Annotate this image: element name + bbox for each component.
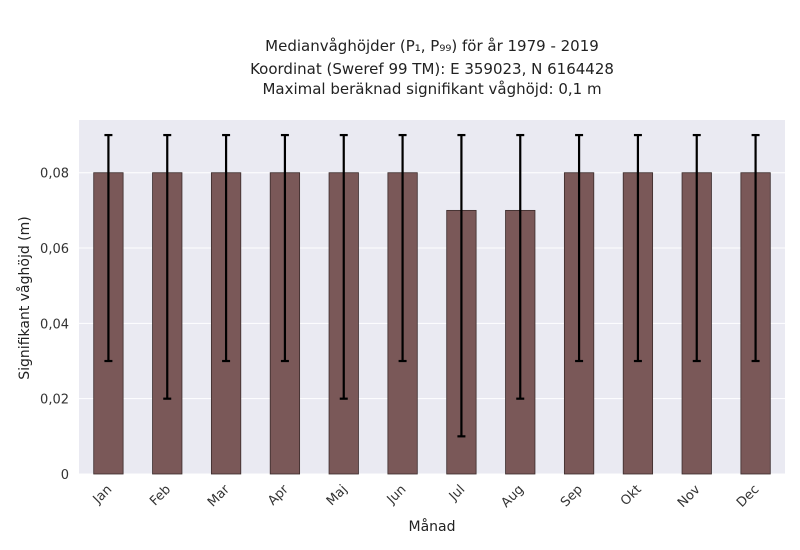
- y-tick-labels: 0 0,02 0,04 0,06 0,08: [40, 167, 69, 483]
- x-tick-label: Aug: [499, 482, 528, 511]
- error-bar: [222, 133, 231, 363]
- error-bar: [280, 133, 289, 363]
- error-bar: [398, 133, 407, 363]
- y-tick-label: 0,06: [40, 242, 69, 257]
- x-tick-label: Apr: [265, 482, 292, 509]
- y-tick-label: 0,02: [40, 393, 69, 408]
- error-bar: [516, 133, 525, 400]
- y-axis-label: Signifikant våghöjd (m): [16, 216, 33, 379]
- error-bar: [339, 133, 348, 400]
- x-tick-label: Dec: [734, 482, 762, 510]
- y-tick-label: 0: [61, 468, 69, 483]
- title-line-2: Koordinat (Sweref 99 TM): E 359023, N 61…: [250, 60, 614, 78]
- x-tick-label: Maj: [324, 482, 351, 509]
- error-bar: [104, 133, 113, 363]
- error-bar: [457, 133, 466, 438]
- error-bar: [751, 133, 760, 363]
- title-line-1: Medianvåghöjder (P₁, P₉₉) för år 1979 - …: [265, 37, 599, 55]
- grid-lines: [79, 172, 785, 475]
- error-bar: [692, 133, 701, 363]
- x-tick-label: Mar: [205, 482, 233, 510]
- x-tick-label: Nov: [675, 482, 704, 511]
- x-tick-label: Feb: [147, 482, 174, 509]
- plot-area: [79, 120, 785, 474]
- x-tick-label: Jun: [384, 482, 410, 508]
- error-bar: [575, 133, 584, 363]
- x-tick-label: Jul: [446, 482, 468, 504]
- error-bars: [104, 133, 760, 438]
- y-tick-label: 0,04: [40, 317, 69, 332]
- y-tick-label: 0,08: [40, 167, 69, 182]
- error-bar: [163, 133, 172, 400]
- chart-title: Medianvåghöjder (P₁, P₉₉) för år 1979 - …: [250, 37, 614, 98]
- x-tick-label: Okt: [618, 482, 645, 509]
- x-axis-label: Månad: [409, 518, 456, 535]
- error-bar: [633, 133, 642, 363]
- x-tick-label: Sep: [558, 482, 586, 510]
- x-tick-labels: Jan Feb Mar Apr Maj Jun Jul Aug Sep Okt Nov Dec: [90, 482, 763, 511]
- title-line-3: Maximal beräknad signifikant våghöjd: 0,…: [262, 80, 601, 98]
- x-tick-label: Jan: [90, 482, 115, 507]
